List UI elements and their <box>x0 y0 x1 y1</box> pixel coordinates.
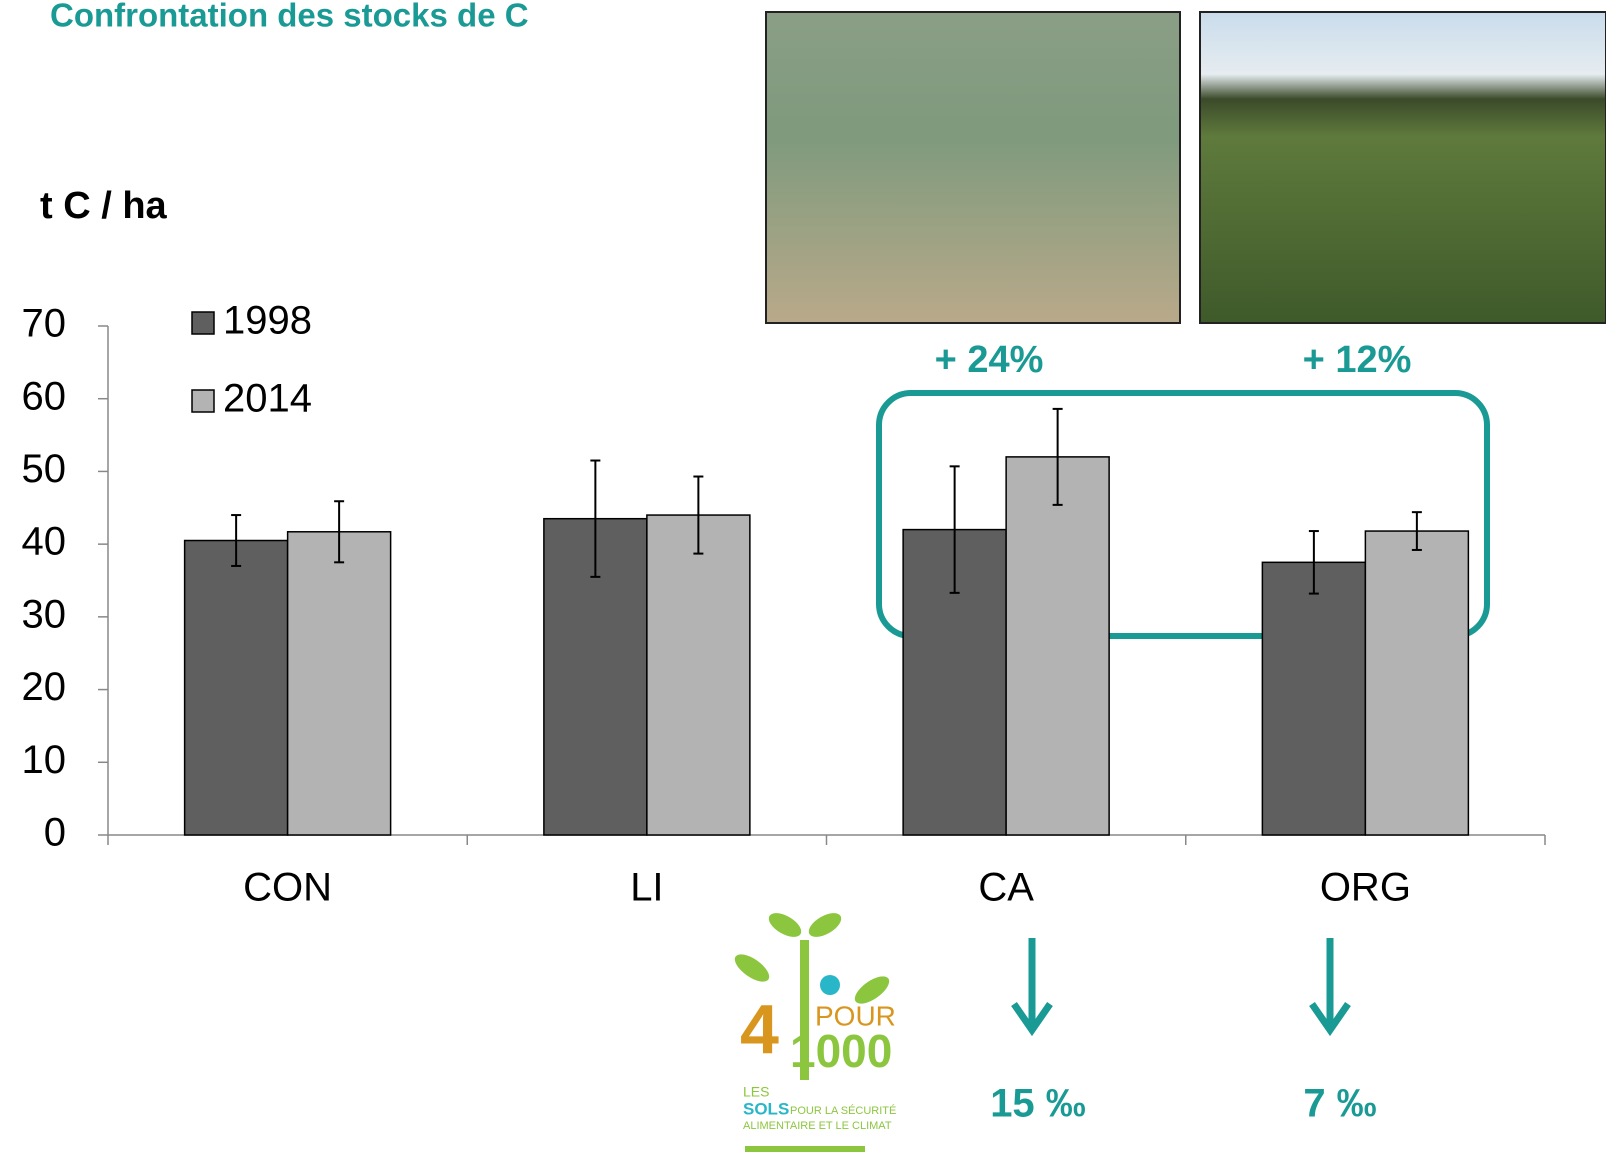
bar <box>646 514 751 836</box>
y-tick-label: 20 <box>22 665 67 709</box>
title: Confrontation des stocks de C <box>50 0 529 34</box>
bar <box>1261 561 1367 836</box>
x-tick-label: LI <box>630 866 663 910</box>
y-tick-label: 10 <box>22 738 67 782</box>
y-axis-label: t C / ha <box>40 185 168 227</box>
bar <box>1364 530 1470 836</box>
logo-text: 4 <box>740 990 779 1068</box>
logo-text: SOLS <box>743 1099 789 1118</box>
logo-text: POUR LA SÉCURITÉ <box>790 1104 896 1117</box>
y-tick-label: 40 <box>22 520 67 564</box>
error-bar <box>334 500 345 564</box>
annotation: + 12% <box>1303 339 1412 381</box>
legend-label: 1998 <box>223 299 312 343</box>
bar <box>1005 456 1110 836</box>
logo: 4 POUR 1000 LES SOLS POUR LA SÉCURITÉ AL… <box>734 913 896 1152</box>
logo-text: 1000 <box>790 1025 892 1077</box>
y-tick-label: 60 <box>22 374 67 418</box>
x-tick-label: CON <box>243 866 332 910</box>
y-tick-label: 0 <box>44 811 66 855</box>
x-tick-label: CA <box>978 866 1034 910</box>
annotation: + 24% <box>935 339 1044 381</box>
error-bar <box>949 465 960 594</box>
photo <box>765 11 1181 324</box>
error-bar <box>1308 530 1319 595</box>
arrows <box>1011 938 1351 1037</box>
highlight-box <box>876 390 1490 639</box>
error-bar <box>231 514 242 567</box>
annotation: 15 ‰ <box>990 1082 1086 1126</box>
y-tick-label: 70 <box>22 302 67 346</box>
logo-text: LES <box>743 1084 769 1100</box>
error-bar <box>693 475 704 555</box>
bar <box>286 531 392 836</box>
bar <box>183 539 289 836</box>
logo-text: ALIMENTAIRE ET LE CLIMAT <box>743 1120 892 1132</box>
legend-swatch <box>191 311 215 335</box>
logo-text: POUR <box>815 1000 896 1031</box>
error-bar <box>590 459 601 578</box>
error-bar <box>1052 407 1063 506</box>
photo <box>1199 11 1606 324</box>
error-bar <box>1411 511 1422 551</box>
legend-swatch <box>191 389 215 413</box>
annotation: 7 ‰ <box>1303 1082 1376 1126</box>
y-tick-label: 50 <box>22 447 67 491</box>
legend-label: 2014 <box>223 377 312 421</box>
x-tick-label: ORG <box>1320 866 1411 910</box>
y-tick-label: 30 <box>22 592 67 636</box>
